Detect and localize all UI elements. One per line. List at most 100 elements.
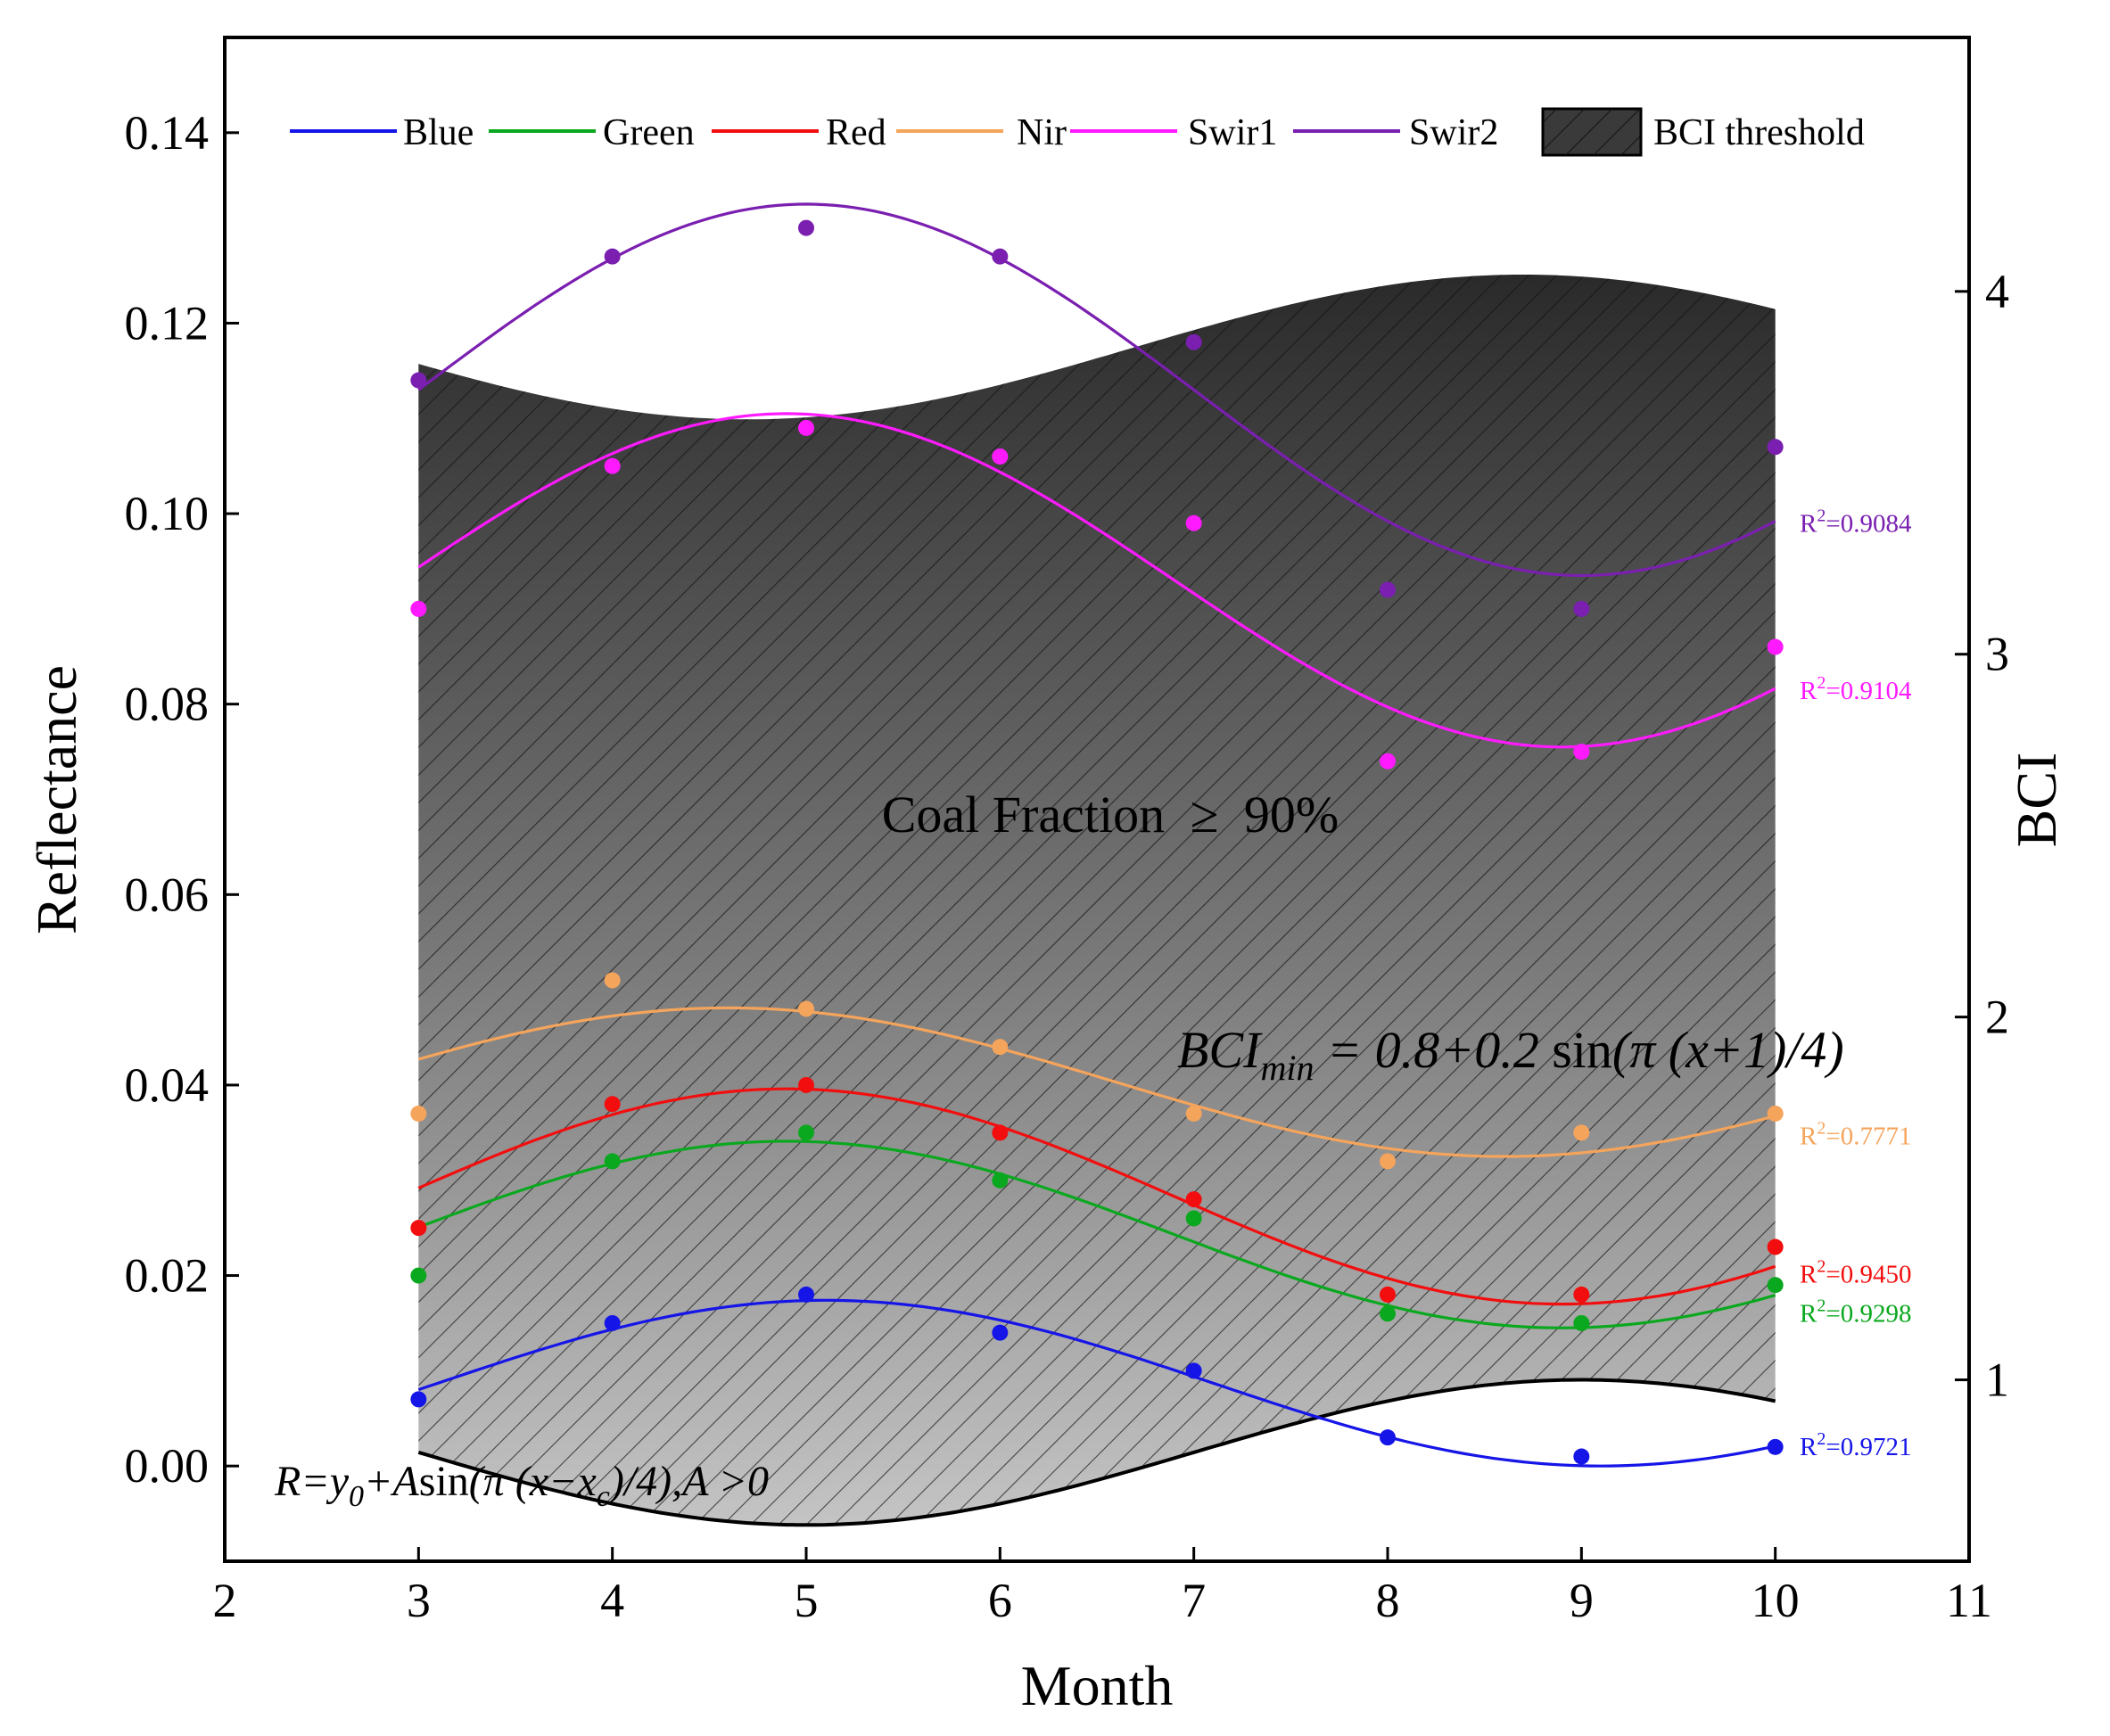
point-green-10 <box>1767 1277 1784 1294</box>
point-swir1-5 <box>798 419 814 436</box>
point-red-4 <box>604 1096 621 1113</box>
y-tick-label: 0.12 <box>125 296 210 350</box>
y-tick-label: 0.10 <box>125 487 210 540</box>
y-tick-label: 0.02 <box>125 1249 210 1303</box>
point-green-9 <box>1573 1314 1590 1331</box>
fit-line-blue <box>417 1298 1776 1468</box>
x-tick-label: 6 <box>988 1574 1012 1627</box>
r2-value: =0.9450 <box>1826 1260 1911 1288</box>
r2-symbol: R <box>1800 677 1817 705</box>
point-nir-9 <box>1573 1124 1590 1141</box>
point-blue-9 <box>1573 1448 1590 1465</box>
point-red-10 <box>1767 1238 1784 1255</box>
x-tick-label: 10 <box>1751 1574 1800 1627</box>
x-tick-label: 3 <box>407 1574 431 1627</box>
point-green-6 <box>992 1172 1009 1189</box>
r2-symbol: R <box>1800 1300 1817 1329</box>
point-nir-4 <box>604 972 621 989</box>
fit-curves <box>417 202 1776 1468</box>
plot-frame <box>223 36 1971 1563</box>
bci-formula-arg: (π (x+1)/4) <box>1612 1021 1844 1079</box>
x-tick-label: 4 <box>600 1574 624 1627</box>
point-swir1-3 <box>410 600 427 617</box>
r2-symbol: R <box>1800 1260 1817 1288</box>
coal-fraction-prefix: Coal Fraction <box>882 786 1165 843</box>
coal-fraction-annotation: Coal Fraction ≥ 90% <box>882 786 1339 843</box>
axes: 2 3 4 5 6 7 8 9 10 110.000.020.040.060.080.100.12… <box>125 106 2010 1627</box>
point-blue-3 <box>410 1391 427 1408</box>
fit-line-swir2 <box>417 202 1776 578</box>
y2-axis-title: BCI <box>2005 753 2068 848</box>
point-red-8 <box>1380 1286 1396 1303</box>
point-nir-5 <box>798 1000 814 1017</box>
point-swir2-8 <box>1380 581 1396 598</box>
bci-region-hatch <box>418 275 1776 1526</box>
x-tick-label: 5 <box>795 1574 819 1627</box>
bci-formula-annotation: BCImin = 0.8+0.2 sin(π (x+1)/4) <box>1177 1021 1844 1088</box>
r2-superscript: 2 <box>1817 1296 1826 1316</box>
r2-value: =0.9084 <box>1826 509 1912 538</box>
y-tick-label: 0.14 <box>125 106 210 160</box>
model-formula-sin: sin <box>419 1458 469 1505</box>
point-swir1-10 <box>1767 638 1784 655</box>
y-tick-label: 0.06 <box>125 868 210 921</box>
legend-label-swir1: Swir1 <box>1188 112 1277 153</box>
r2-superscript: 2 <box>1817 506 1826 525</box>
legend-label-bci-threshold: BCI threshold <box>1653 112 1865 153</box>
bci-threshold-region <box>417 275 1776 1527</box>
r2-superscript: 2 <box>1817 673 1826 693</box>
point-nir-3 <box>410 1105 427 1122</box>
point-blue-4 <box>604 1314 621 1331</box>
point-blue-6 <box>992 1324 1009 1341</box>
point-red-6 <box>992 1124 1009 1141</box>
point-blue-10 <box>1767 1438 1784 1455</box>
point-red-5 <box>798 1076 814 1093</box>
bci-formula-sin: sin <box>1552 1021 1612 1079</box>
point-nir-7 <box>1185 1105 1202 1122</box>
r2-superscript: 2 <box>1817 1119 1826 1139</box>
r2-label-swir1: R2=0.9104 <box>1800 673 1912 705</box>
bci-formula-eq: = 0.8+0.2 <box>1314 1021 1552 1079</box>
point-blue-8 <box>1380 1429 1396 1446</box>
point-swir2-7 <box>1185 333 1202 350</box>
bci-formula-lhs: BCI <box>1177 1021 1263 1079</box>
x-tick-label: 2 <box>213 1574 237 1627</box>
y-tick-label: 0.00 <box>125 1439 210 1493</box>
point-swir1-7 <box>1185 514 1202 531</box>
x-tick-label: 7 <box>1182 1574 1206 1627</box>
point-green-3 <box>410 1267 427 1284</box>
r2-symbol: R <box>1800 509 1817 538</box>
model-formula-end: )/4),A >0 <box>607 1458 769 1505</box>
point-nir-10 <box>1767 1105 1784 1122</box>
fit-line-swir1 <box>417 412 1776 749</box>
r2-value: =0.9721 <box>1826 1433 1911 1461</box>
r2-value: =0.9104 <box>1826 677 1912 705</box>
coal-fraction-value: 90% <box>1244 786 1339 843</box>
legend-label-green: Green <box>603 112 695 153</box>
bci-formula-sub: min <box>1260 1048 1314 1088</box>
x-axis-title: Month <box>1021 1654 1174 1717</box>
model-formula-mid: +A <box>364 1458 419 1505</box>
legend-label-red: Red <box>826 112 886 153</box>
y-tick-label: 0.04 <box>125 1058 210 1112</box>
r2-label-nir: R2=0.7771 <box>1800 1119 1911 1151</box>
point-swir1-9 <box>1573 744 1590 761</box>
point-red-3 <box>410 1220 427 1237</box>
point-blue-5 <box>798 1286 814 1303</box>
point-green-7 <box>1185 1210 1202 1227</box>
r2-value: =0.7771 <box>1826 1123 1911 1151</box>
data-points <box>410 219 1784 1465</box>
legend-label-nir: Nir <box>1017 112 1067 153</box>
point-nir-8 <box>1380 1153 1396 1170</box>
r2-labels: R2=0.9721R2=0.9298R2=0.9450R2=0.7771R2=0… <box>1800 506 1912 1460</box>
legend-label-swir2: Swir2 <box>1409 112 1498 153</box>
r2-value: =0.9298 <box>1826 1300 1911 1329</box>
model-formula-arg: (π (x−x <box>469 1458 597 1505</box>
point-red-7 <box>1185 1191 1202 1208</box>
r2-label-red: R2=0.9450 <box>1800 1256 1911 1288</box>
fit-line-green <box>417 1140 1776 1329</box>
fit-line-nir <box>417 1006 1776 1158</box>
point-swir2-10 <box>1767 439 1784 456</box>
r2-superscript: 2 <box>1817 1429 1826 1449</box>
point-swir2-3 <box>410 372 427 389</box>
